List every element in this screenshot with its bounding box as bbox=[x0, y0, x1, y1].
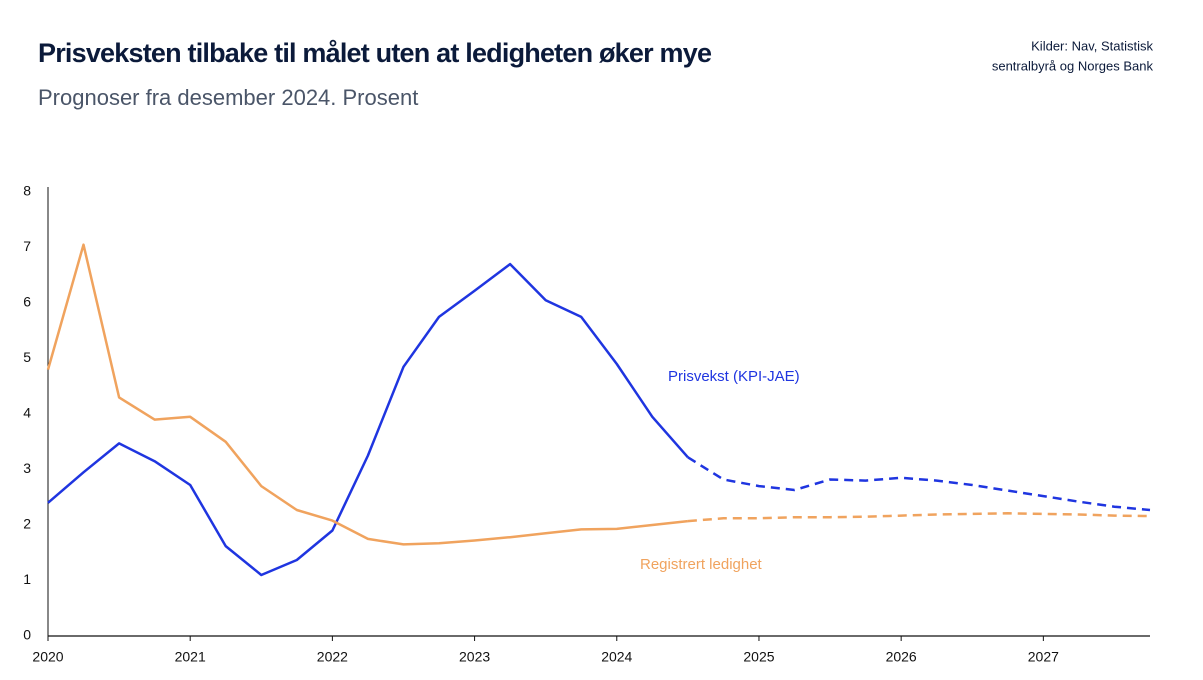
forecast-line bbox=[687, 512, 1151, 523]
source: sentralbyrå og Norges Bank bbox=[992, 58, 1154, 73]
y-tick-label: 3 bbox=[23, 460, 31, 476]
x-tick-label: 2025 bbox=[743, 649, 774, 665]
y-tick-label: 1 bbox=[23, 571, 31, 587]
source: Kilder: Nav, Statistisk bbox=[1031, 38, 1153, 53]
x-tick-label: 2024 bbox=[601, 649, 632, 665]
y-tick-label: 6 bbox=[23, 294, 31, 310]
chart-subtitle: Prognoser fra desember 2024. Prosent bbox=[38, 85, 418, 110]
x-tick-label: 2026 bbox=[886, 649, 917, 665]
x-tick-label: 2021 bbox=[175, 649, 206, 665]
x-tick-label: 2022 bbox=[317, 649, 348, 665]
series-label: Registrert ledighet bbox=[640, 556, 763, 573]
y-tick-label: 5 bbox=[23, 349, 31, 365]
y-tick-label: 8 bbox=[23, 183, 31, 199]
line bbox=[46, 243, 689, 546]
chart-title: Prisveksten tilbake til målet uten at le… bbox=[38, 38, 712, 68]
y-tick-label: 7 bbox=[23, 238, 31, 254]
x-tick-label: 2027 bbox=[1028, 649, 1059, 665]
x-tick-label: 2020 bbox=[32, 649, 63, 665]
y-tick-label: 4 bbox=[23, 405, 31, 421]
series-label: Prisvekst (KPI-JAE) bbox=[668, 368, 800, 385]
y-tick-label: 0 bbox=[23, 627, 31, 643]
y-tick-label: 2 bbox=[23, 516, 31, 532]
line bbox=[47, 262, 689, 577]
x-tick-label: 2023 bbox=[459, 649, 490, 665]
forecast-line bbox=[687, 456, 1151, 512]
